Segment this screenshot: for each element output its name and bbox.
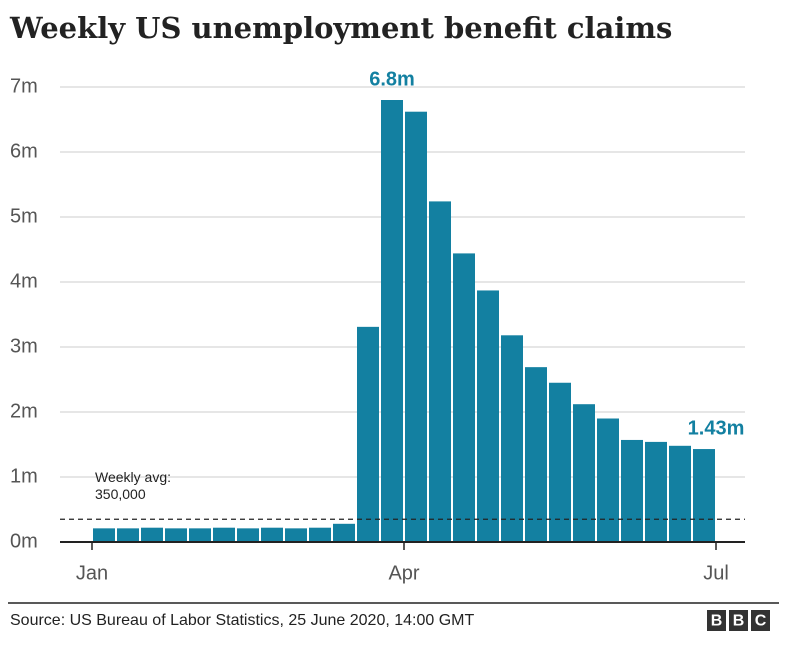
value-label: 6.8m (369, 68, 415, 90)
bar (237, 528, 259, 542)
bar (381, 100, 403, 542)
y-tick-label: 5m (10, 205, 38, 227)
y-tick-label: 3m (10, 335, 38, 357)
bar (597, 418, 619, 542)
bar (357, 326, 379, 542)
logo-box (707, 610, 726, 631)
bar (477, 290, 499, 542)
y-tick-label: 0m (10, 530, 38, 552)
logo-box (751, 610, 770, 631)
bar (453, 253, 475, 542)
bar (645, 441, 667, 542)
bar (621, 439, 643, 542)
bar (525, 367, 547, 542)
bar (669, 445, 691, 542)
bar (189, 528, 211, 542)
chart-title: Weekly US unemployment benefit claims (9, 11, 672, 45)
bar (429, 201, 451, 542)
logo-letter: B (733, 613, 745, 630)
y-tick-label: 4m (10, 270, 38, 292)
y-tick-label: 1m (10, 465, 38, 487)
average-label: 350,000 (95, 486, 146, 502)
bar (309, 527, 331, 542)
bar (213, 527, 235, 542)
logo-box (729, 610, 748, 631)
bar (333, 523, 355, 542)
value-label: 1.43m (688, 417, 745, 439)
source: Source: US Bureau of Labor Statistics, 2… (10, 612, 474, 629)
logo-letter: C (755, 613, 767, 630)
bar (261, 527, 283, 542)
x-tick-label: Jul (703, 562, 729, 584)
logo-letter: B (711, 613, 723, 630)
x-tick-label: Apr (388, 562, 419, 584)
bar (93, 528, 115, 542)
bar (405, 111, 427, 542)
x-tick-label: Jan (76, 562, 108, 584)
y-tick-label: 7m (10, 75, 38, 97)
y-tick-label: 6m (10, 140, 38, 162)
bar (549, 382, 571, 542)
bar (285, 528, 307, 542)
bar (693, 449, 715, 542)
bar (573, 404, 595, 542)
bar (117, 528, 139, 542)
bar (141, 527, 163, 542)
bar (165, 528, 187, 542)
logo: B B C (707, 610, 770, 631)
y-tick-label: 2m (10, 400, 38, 422)
bar (501, 335, 523, 542)
average-label: Weekly avg: (95, 469, 171, 485)
